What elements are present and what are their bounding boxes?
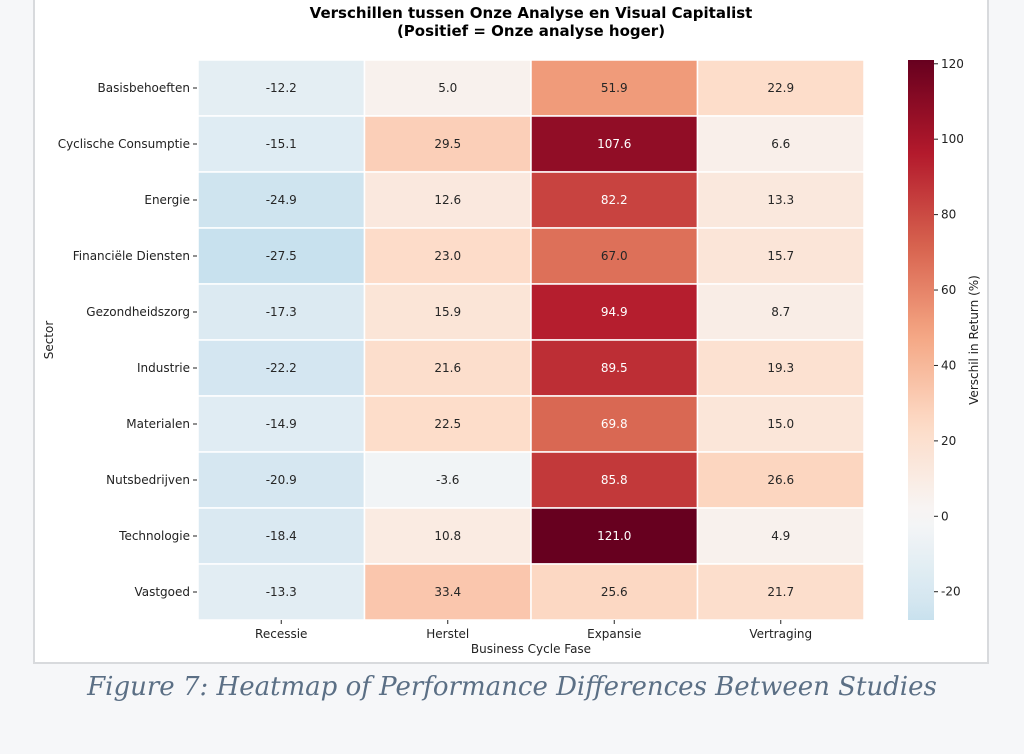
heatmap-cell xyxy=(530,507,699,565)
cell-value-label: 82.2 xyxy=(601,193,628,207)
heatmap-cell xyxy=(197,451,366,509)
cell-value-label: -22.2 xyxy=(266,361,297,375)
heatmap-cell xyxy=(530,451,699,509)
heatmap-cell xyxy=(197,563,366,621)
cell-value-label: 25.6 xyxy=(601,585,628,599)
heatmap-cell xyxy=(696,563,865,621)
cell-value-label: 51.9 xyxy=(601,81,628,95)
heatmap-cell xyxy=(197,395,366,453)
cell-value-label: 8.7 xyxy=(771,305,790,319)
cell-value-label: 5.0 xyxy=(438,81,457,95)
cell-value-label: -15.1 xyxy=(266,137,297,151)
cell-value-label: -27.5 xyxy=(266,249,297,263)
y-tick-label: Gezondheidszorg xyxy=(86,305,190,319)
cell-value-label: 22.5 xyxy=(434,417,461,431)
colorbar xyxy=(908,60,934,620)
x-tick-label: Expansie xyxy=(587,627,641,641)
y-tick-label: Materialen xyxy=(126,417,190,431)
cell-value-label: 94.9 xyxy=(601,305,628,319)
y-tick-label: Vastgoed xyxy=(134,585,190,599)
heatmap-cell xyxy=(197,171,366,229)
x-tick-label: Herstel xyxy=(426,627,469,641)
heatmap-cell xyxy=(530,59,699,117)
cell-value-label: 15.0 xyxy=(767,417,794,431)
heatmap-cell xyxy=(530,563,699,621)
cell-value-label: -18.4 xyxy=(266,529,297,543)
colorbar-tick-label: 80 xyxy=(941,208,956,222)
cell-value-label: 21.7 xyxy=(767,585,794,599)
heatmap-cell xyxy=(696,451,865,509)
colorbar-tick-label: 0 xyxy=(941,509,949,523)
colorbar-tick-label: 20 xyxy=(941,434,956,448)
heatmap-cell xyxy=(530,283,699,341)
cell-value-label: 89.5 xyxy=(601,361,628,375)
heatmap-cell xyxy=(197,59,366,117)
cell-value-label: 4.9 xyxy=(771,529,790,543)
cell-value-label: 10.8 xyxy=(434,529,461,543)
heatmap-cell xyxy=(530,395,699,453)
cell-value-label: 85.8 xyxy=(601,473,628,487)
colorbar-label: Verschil in Return (%) xyxy=(967,275,981,405)
cell-value-label: 22.9 xyxy=(767,81,794,95)
y-tick-label: Financiële Diensten xyxy=(73,249,190,263)
heatmap-cell xyxy=(363,395,532,453)
cell-value-label: 26.6 xyxy=(767,473,794,487)
y-axis-label: Sector xyxy=(42,321,56,360)
heatmap-cell xyxy=(363,227,532,285)
cell-value-label: -3.6 xyxy=(436,473,459,487)
heatmap-cell xyxy=(696,171,865,229)
heatmap-cell xyxy=(363,507,532,565)
y-tick-label: Nutsbedrijven xyxy=(106,473,190,487)
y-tick-label: Basisbehoeften xyxy=(98,81,190,95)
heatmap-cell xyxy=(197,115,366,173)
y-tick-label: Technologie xyxy=(118,529,190,543)
cell-value-label: -14.9 xyxy=(266,417,297,431)
y-tick-label: Energie xyxy=(144,193,190,207)
cell-value-label: -13.3 xyxy=(266,585,297,599)
x-tick-label: Vertraging xyxy=(749,627,812,641)
chart-title: Verschillen tussen Onze Analyse en Visua… xyxy=(310,4,753,22)
cell-value-label: 21.6 xyxy=(434,361,461,375)
colorbar-tick-label: 60 xyxy=(941,283,956,297)
colorbar-tick-label: 120 xyxy=(941,57,964,71)
heatmap-cell xyxy=(696,283,865,341)
cell-value-label: 29.5 xyxy=(434,137,461,151)
cell-value-label: 69.8 xyxy=(601,417,628,431)
cell-value-label: -17.3 xyxy=(266,305,297,319)
heatmap-cell xyxy=(696,115,865,173)
cell-value-label: -20.9 xyxy=(266,473,297,487)
heatmap-cell xyxy=(696,339,865,397)
cell-value-label: 33.4 xyxy=(434,585,461,599)
colorbar-tick-label: -20 xyxy=(941,585,961,599)
y-tick-label: Industrie xyxy=(137,361,190,375)
heatmap-cell xyxy=(363,339,532,397)
cell-value-label: 121.0 xyxy=(597,529,631,543)
heatmap-cell xyxy=(696,227,865,285)
cell-value-label: 15.7 xyxy=(767,249,794,263)
x-tick-label: Recessie xyxy=(255,627,307,641)
cell-value-label: 67.0 xyxy=(601,249,628,263)
cell-value-label: 6.6 xyxy=(771,137,790,151)
figure-caption: Figure 7: Heatmap of Performance Differe… xyxy=(87,672,937,702)
heatmap-cell xyxy=(363,115,532,173)
cell-value-label: 19.3 xyxy=(767,361,794,375)
heatmap-cell xyxy=(363,171,532,229)
colorbar-tick-label: 100 xyxy=(941,132,964,146)
cell-value-label: 107.6 xyxy=(597,137,631,151)
heatmap-cell xyxy=(363,283,532,341)
heatmap-chart: Verschillen tussen Onze Analyse en Visua… xyxy=(42,4,981,656)
cell-value-label: -12.2 xyxy=(266,81,297,95)
colorbar-tick-label: 40 xyxy=(941,358,956,372)
chart-subtitle: (Positief = Onze analyse hoger) xyxy=(397,22,665,40)
cell-value-label: 12.6 xyxy=(434,193,461,207)
heatmap-cell xyxy=(696,395,865,453)
cell-value-label: 23.0 xyxy=(434,249,461,263)
cell-value-label: 15.9 xyxy=(434,305,461,319)
y-tick-label: Cyclische Consumptie xyxy=(58,137,190,151)
cell-value-label: 13.3 xyxy=(767,193,794,207)
heatmap-cell xyxy=(530,171,699,229)
cell-value-label: -24.9 xyxy=(266,193,297,207)
x-axis-label: Business Cycle Fase xyxy=(471,642,591,656)
heatmap-cell xyxy=(696,59,865,117)
